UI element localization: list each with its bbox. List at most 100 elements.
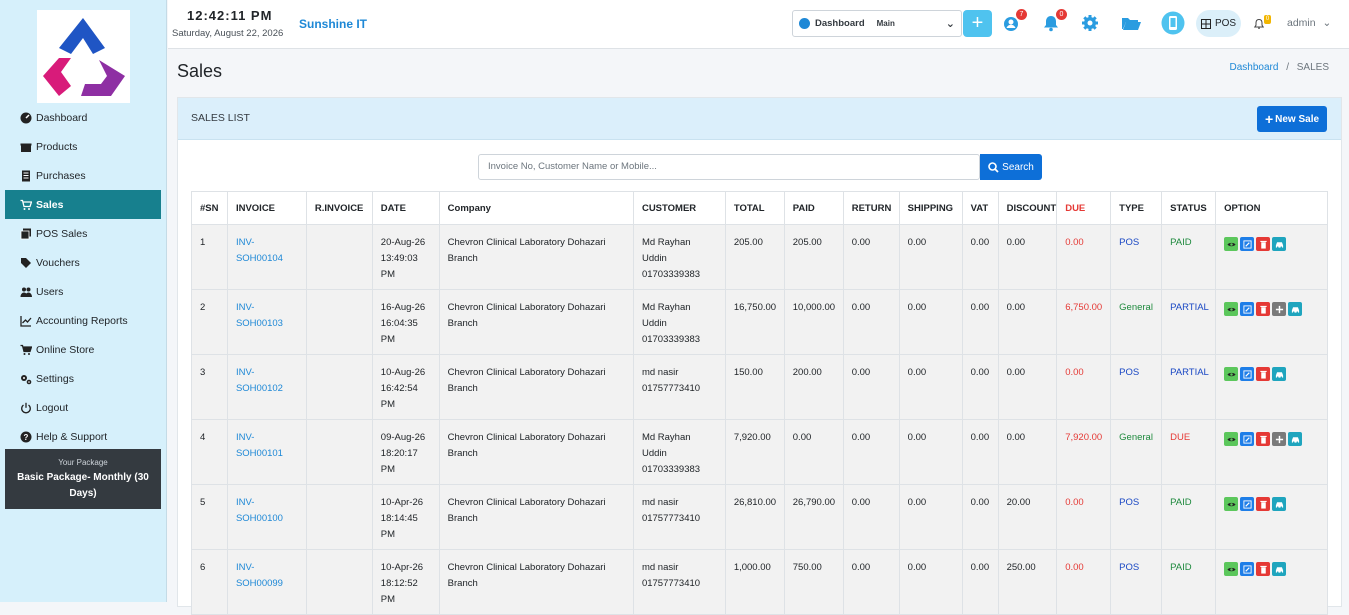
view-button[interactable] bbox=[1224, 237, 1239, 251]
edit-button[interactable] bbox=[1240, 237, 1255, 251]
sidebar-item-products[interactable]: Products bbox=[5, 132, 161, 161]
status-cell: PARTIAL bbox=[1161, 354, 1217, 420]
invoice-link[interactable]: INV- bbox=[235, 237, 255, 248]
dashboard-select[interactable]: Dashboard Main ⌄ bbox=[792, 10, 962, 37]
invoice-link[interactable]: SOH00102 bbox=[235, 383, 283, 394]
pos-button[interactable]: POS bbox=[1196, 10, 1241, 37]
view-button[interactable] bbox=[1224, 562, 1239, 576]
edit-button[interactable] bbox=[1240, 367, 1255, 381]
delete-button[interactable] bbox=[1256, 237, 1271, 251]
new-sale-button[interactable]: + New Sale bbox=[1257, 106, 1327, 132]
delivery-button[interactable] bbox=[1272, 237, 1287, 251]
invoice-link[interactable]: INV- bbox=[235, 497, 255, 508]
delivery-button[interactable] bbox=[1272, 497, 1287, 511]
delete-button[interactable] bbox=[1256, 302, 1271, 316]
customer-line: Md Rayhan bbox=[641, 302, 691, 313]
alerts-button[interactable]: 0 bbox=[1253, 15, 1271, 29]
bell-count-badge: 0 bbox=[1056, 9, 1067, 20]
options-cell bbox=[1215, 289, 1328, 355]
add-payment-button[interactable] bbox=[1272, 302, 1287, 316]
quick-add-button[interactable]: + bbox=[963, 10, 992, 37]
user-menu[interactable]: admin ⌄ bbox=[1287, 17, 1331, 29]
table-row: 6 INV- SOH00099 10-Apr-26 18:12:52 PM Chevron … bbox=[191, 549, 1328, 615]
view-button[interactable] bbox=[1224, 367, 1239, 381]
delete-button[interactable] bbox=[1256, 367, 1271, 381]
delete-button[interactable] bbox=[1256, 497, 1271, 511]
edit-button[interactable] bbox=[1240, 302, 1255, 316]
search-icon bbox=[988, 161, 999, 173]
sidebar-item-online-store[interactable]: Online Store bbox=[5, 335, 161, 364]
table-row: 2 INV- SOH00103 16-Aug-26 16:04:35 PM Chevron … bbox=[191, 289, 1328, 355]
user-count-button[interactable]: 7 bbox=[1000, 9, 1027, 34]
invoice-cell[interactable]: INV- SOH00103 bbox=[226, 289, 307, 355]
sidebar-item-accounting-reports[interactable]: Accounting Reports bbox=[5, 306, 161, 335]
delivery-button[interactable] bbox=[1272, 562, 1287, 576]
column-header: SHIPPING bbox=[898, 191, 963, 225]
date-line: 20-Aug-26 bbox=[380, 237, 426, 248]
gift-icon bbox=[19, 141, 33, 153]
sidebar-item-help-support[interactable]: ? Help & Support bbox=[5, 422, 161, 451]
invoice-link[interactable]: SOH00100 bbox=[235, 513, 283, 524]
edit-button[interactable] bbox=[1240, 432, 1255, 446]
sidebar-item-pos-sales[interactable]: POS Sales bbox=[5, 219, 161, 248]
time-line: 16:04:35 bbox=[380, 318, 418, 329]
dashboard-icon bbox=[799, 18, 810, 29]
invoice-link[interactable]: SOH00104 bbox=[235, 253, 283, 264]
search-input[interactable]: Invoice No, Customer Name or Mobile... bbox=[478, 154, 980, 180]
sidebar-item-vouchers[interactable]: Vouchers bbox=[5, 248, 161, 277]
view-button[interactable] bbox=[1224, 432, 1239, 446]
invoice-cell[interactable]: INV- SOH00099 bbox=[226, 549, 307, 615]
settings-button[interactable] bbox=[1079, 12, 1101, 34]
delivery-button[interactable] bbox=[1288, 302, 1303, 316]
breadcrumb-dashboard-link[interactable]: Dashboard bbox=[1229, 62, 1279, 73]
search-button[interactable]: Search bbox=[980, 154, 1042, 180]
invoice-link[interactable]: INV- bbox=[235, 562, 255, 573]
invoice-cell[interactable]: INV- SOH00101 bbox=[226, 419, 307, 485]
view-button[interactable] bbox=[1224, 497, 1239, 511]
column-header: DATE bbox=[371, 191, 440, 225]
vat-cell: 0.00 bbox=[961, 354, 999, 420]
edit-button[interactable] bbox=[1240, 562, 1255, 576]
invoice-link[interactable]: INV- bbox=[235, 367, 255, 378]
invoice-link[interactable]: SOH00103 bbox=[235, 318, 283, 329]
sidebar-item-label: Logout bbox=[36, 401, 69, 414]
sidebar-item-dashboard[interactable]: Dashboard bbox=[5, 103, 161, 132]
mobile-view-button[interactable] bbox=[1161, 11, 1185, 35]
invoice-link[interactable]: INV- bbox=[235, 302, 255, 313]
car-icon bbox=[1275, 500, 1284, 509]
invoice-link[interactable]: SOH00099 bbox=[235, 578, 283, 589]
date-line: 10-Aug-26 bbox=[380, 367, 426, 378]
delivery-button[interactable] bbox=[1272, 367, 1287, 381]
sidebar-item-settings[interactable]: Settings bbox=[5, 364, 161, 393]
folder-button[interactable] bbox=[1120, 12, 1142, 34]
invoice-cell[interactable]: INV- SOH00104 bbox=[226, 224, 307, 290]
eye-icon bbox=[1227, 305, 1236, 314]
invoice-link[interactable]: INV- bbox=[235, 432, 255, 443]
column-header: Company bbox=[438, 191, 634, 225]
invoice-cell[interactable]: INV- SOH00102 bbox=[226, 354, 307, 420]
car-icon bbox=[1275, 565, 1284, 574]
brand-name[interactable]: Sunshine IT bbox=[299, 17, 368, 31]
r-invoice-cell bbox=[305, 354, 373, 420]
date-cell: 20-Aug-26 13:49:03 PM bbox=[371, 224, 440, 290]
sidebar-item-sales[interactable]: Sales bbox=[5, 190, 161, 219]
clock: 12:42:11 PM bbox=[187, 8, 273, 23]
row-actions bbox=[1224, 560, 1327, 576]
company-logo[interactable] bbox=[37, 10, 130, 103]
delete-button[interactable] bbox=[1256, 562, 1271, 576]
sidebar-item-label: Help & Support bbox=[36, 430, 108, 443]
plus-icon bbox=[1275, 435, 1284, 444]
notifications-button[interactable]: 0 bbox=[1040, 9, 1067, 34]
edit-button[interactable] bbox=[1240, 497, 1255, 511]
add-payment-button[interactable] bbox=[1272, 432, 1287, 446]
total-cell: 7,920.00 bbox=[724, 419, 785, 485]
sidebar-item-users[interactable]: Users bbox=[5, 277, 161, 306]
delivery-button[interactable] bbox=[1288, 432, 1303, 446]
sidebar-item-logout[interactable]: Logout bbox=[5, 393, 161, 422]
sidebar-item-purchases[interactable]: Purchases bbox=[5, 161, 161, 190]
invoice-link[interactable]: SOH00101 bbox=[235, 448, 283, 459]
delete-button[interactable] bbox=[1256, 432, 1271, 446]
invoice-cell[interactable]: INV- SOH00100 bbox=[226, 484, 307, 550]
date-line: 09-Aug-26 bbox=[380, 432, 426, 443]
view-button[interactable] bbox=[1224, 302, 1239, 316]
